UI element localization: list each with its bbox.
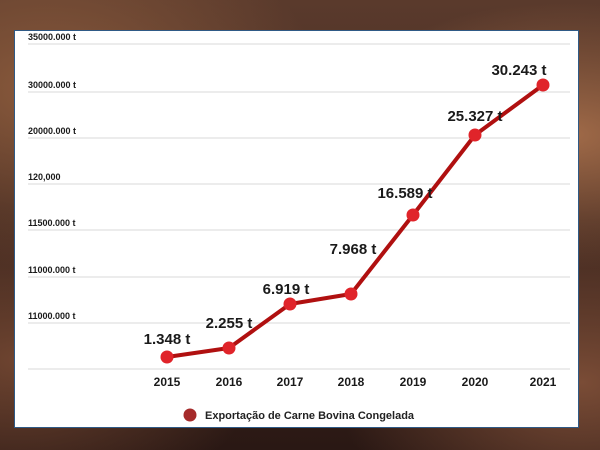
y-tick-label: 120,000 [28,172,61,182]
chart-card [14,30,579,428]
x-tick-label: 2021 [530,375,557,389]
y-tick-label: 35000.000 t [28,32,76,42]
data-label: 30.243 t [491,62,546,79]
x-tick-label: 2020 [462,375,489,389]
x-tick-label: 2015 [154,375,181,389]
legend-marker [183,408,197,422]
x-tick-label: 2019 [400,375,427,389]
data-labels: 1.348 t 2.255 t 6.919 t 7.968 t 16.589 t 25.3… [144,62,547,348]
y-tick-label: 20000.000 t [28,126,76,136]
x-tick-label: 2016 [216,375,243,389]
data-point [283,297,297,311]
data-label: 7.968 t [330,241,377,258]
x-axis-ticks: 2015 2016 2017 2018 2019 2020 2021 [154,375,557,389]
data-point [344,287,358,301]
data-points [160,78,550,364]
data-point [468,128,482,142]
data-label: 16.589 t [377,185,432,202]
data-point [406,208,420,222]
y-tick-label: 11500.000 t [28,218,76,228]
data-point [160,350,174,364]
y-axis-ticks: 35000.000 t 30000.000 t 20000.000 t 120,000… [28,32,76,321]
legend: Exportação de Carne Bovina Congelada [183,408,415,422]
gridlines [28,43,570,370]
data-label: 6.919 t [263,281,310,298]
data-label: 2.255 t [206,315,253,332]
x-tick-label: 2017 [277,375,304,389]
x-tick-label: 2018 [338,375,365,389]
data-point [222,341,236,355]
y-tick-label: 30000.000 t [28,80,76,90]
data-point [536,78,550,92]
y-tick-label: 11000.000 t [28,311,76,321]
data-label: 1.348 t [144,331,191,348]
data-label: 25.327 t [447,108,502,125]
legend-label: Exportação de Carne Bovina Congelada [205,410,415,422]
y-tick-label: 11000.000 t [28,265,76,275]
